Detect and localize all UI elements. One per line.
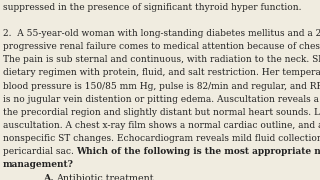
Text: auscultation. A chest x-ray film shows a normal cardiac outline, and an ECG show: auscultation. A chest x-ray film shows a…	[3, 121, 320, 130]
Text: progressive renal failure comes to medical attention because of chest pain for 1: progressive renal failure comes to medic…	[3, 42, 320, 51]
Text: the precordial region and slightly distant but normal heart sounds. Lungs are cl: the precordial region and slightly dista…	[3, 108, 320, 117]
Text: pericardial sac.: pericardial sac.	[3, 147, 76, 156]
Text: dietary regimen with protein, fluid, and salt restriction. Her temperature is 37: dietary regimen with protein, fluid, and…	[3, 68, 320, 77]
Text: A.: A.	[43, 174, 54, 180]
Text: 2.  A 55-year-old woman with long-standing diabetes mellitus and a 2-year histor: 2. A 55-year-old woman with long-standin…	[3, 29, 320, 38]
Text: The pain is sub sternal and continuous, with radiation to the neck. She is on a : The pain is sub sternal and continuous, …	[3, 55, 320, 64]
Text: is no jugular vein distention or pitting edema. Auscultation reveals a rubbing s: is no jugular vein distention or pitting…	[3, 95, 320, 104]
Text: Which of the following is the most appropriate next step in: Which of the following is the most appro…	[76, 147, 320, 156]
Text: blood pressure is 150/85 mm Hg, pulse is 82/min and regular, and RR is16/min. Th: blood pressure is 150/85 mm Hg, pulse is…	[3, 82, 320, 91]
Text: nonspecific ST changes. Echocardiogram reveals mild fluid collection within the: nonspecific ST changes. Echocardiogram r…	[3, 134, 320, 143]
Text: suppressed in the presence of significant thyroid hyper function.: suppressed in the presence of significan…	[3, 3, 301, 12]
Text: management?: management?	[3, 160, 73, 169]
Text: Antibiotic treatment: Antibiotic treatment	[56, 174, 154, 180]
